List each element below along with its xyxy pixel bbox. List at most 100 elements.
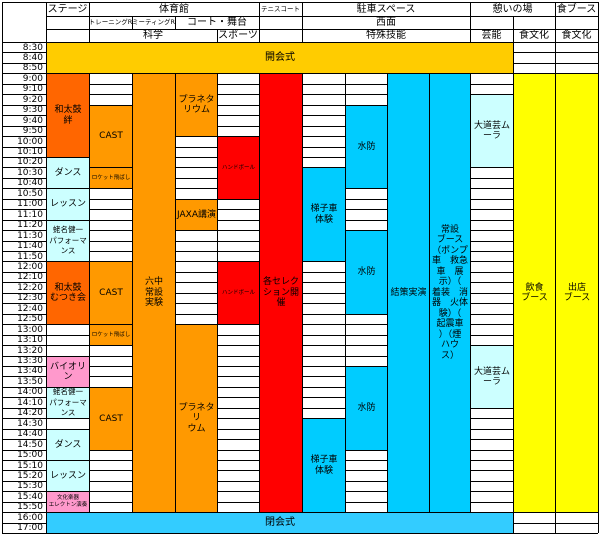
event-block: 和太鼓 むつき会 [46, 261, 90, 325]
event-block: CAST [89, 261, 133, 325]
event-label: 水防 [357, 403, 376, 414]
grid-line [89, 29, 90, 42]
grid-line [46, 16, 47, 29]
grid-line [470, 2, 471, 16]
time-label: 11:50 [17, 251, 43, 262]
header-rest-area: 憩いの場 [492, 3, 533, 15]
time-label: 11:30 [17, 230, 43, 241]
event-label: ロケット飛ばし [91, 331, 131, 338]
grid-line [2, 2, 3, 16]
event-label: ダンス [54, 439, 82, 450]
time-label: 11:00 [17, 199, 43, 210]
event-block: 和太鼓 絆 [46, 73, 90, 158]
event-block: 六中 常設 実験 [132, 73, 176, 513]
event-block: 出店 ブース [555, 73, 599, 513]
time-label: 9:30 [22, 105, 43, 116]
event-label: 和太鼓 絆 [54, 105, 90, 126]
event-label: プラネタ リウム [178, 94, 215, 116]
grid-line [132, 16, 133, 29]
header-tennis: テニスコート [261, 4, 300, 13]
grid-line [598, 2, 599, 16]
time-label: 9:10 [22, 84, 43, 95]
grid-line [46, 16, 598, 17]
event-block: ロケット飛ばし [89, 167, 133, 189]
header-food-culture-1: 食文化 [519, 30, 549, 41]
grid-line [2, 16, 3, 29]
grid-line [598, 16, 599, 29]
header-court-stage: コート・舞台 [187, 17, 247, 28]
time-label: 13:10 [17, 335, 43, 346]
time-label: 12:30 [17, 293, 43, 304]
event-block: レッスン [46, 460, 90, 492]
time-label: 15:00 [17, 450, 43, 461]
grid-line [470, 29, 471, 42]
grid-line [2, 2, 598, 3]
grid-line [598, 29, 599, 42]
header-training-room: トレーニングR [89, 18, 132, 26]
event-label: 大道芸ム ーラ [473, 366, 510, 388]
event-block: ダンス [46, 157, 90, 189]
grid-line [555, 29, 556, 42]
event-block: ダンス [46, 429, 90, 461]
time-label: 15:10 [17, 460, 43, 471]
time-label: 11:10 [17, 209, 43, 220]
grid-line [2, 42, 3, 534]
grid-line [302, 2, 303, 16]
header-stage: ステージ [47, 3, 88, 15]
header-performing-arts: 芸能 [481, 30, 502, 41]
grid-line [470, 16, 471, 29]
event-label: 結策実演 [390, 287, 427, 298]
time-label: 14:10 [17, 397, 43, 408]
time-label: 15:50 [17, 502, 43, 513]
header-science: 科学 [143, 30, 163, 41]
event-block: 大道芸ム ーラ [470, 94, 514, 168]
event-block: 結策実演 [387, 73, 430, 513]
event-label: 梯子車 体験 [310, 204, 338, 225]
event-block: 飲食 ブース [513, 73, 556, 513]
grid-line [175, 16, 176, 29]
time-label: 14:20 [17, 408, 43, 419]
time-label: 15:30 [17, 481, 43, 492]
header-special-skills: 特殊技能 [366, 30, 406, 41]
event-label: プラネタリ ウム [178, 402, 215, 434]
event-label: 開会式 [265, 51, 295, 63]
grid-line [2, 29, 3, 42]
event-block: 常設 ブース （ポンプ 車 救急 車 展 示）（ 着装 消 器 火体 験）（ 起… [429, 73, 471, 513]
event-label: 水防 [357, 141, 376, 152]
time-label: 13:50 [17, 376, 43, 387]
event-label: ロケット飛ばし [91, 174, 131, 181]
time-label: 13:30 [17, 356, 43, 366]
time-label: 12:50 [17, 314, 43, 325]
event-block: 蛯名健一 パフォーマ ンス [46, 387, 90, 419]
header-west-side: 西面 [376, 17, 396, 28]
time-label: 14:40 [17, 429, 43, 440]
grid-line [513, 16, 514, 29]
event-block: JAXA講演 [175, 199, 218, 231]
grid-line [302, 16, 303, 29]
event-block: 各セレク ション開 催 [259, 73, 303, 513]
time-label: 8:50 [22, 63, 43, 74]
time-label: 10:30 [17, 167, 43, 178]
event-block: 梯子車 体験 [302, 167, 346, 262]
event-block: ロケット飛ばし [89, 324, 133, 346]
event-label: JAXA講演 [177, 209, 216, 220]
time-label: 9:50 [22, 126, 43, 137]
header-gym: 体育館 [159, 3, 189, 15]
event-block: CAST [89, 387, 133, 451]
event-block: 梯子車 体験 [302, 418, 346, 513]
time-label: 14:30 [17, 418, 43, 429]
grid-line [513, 29, 514, 42]
event-label: 出店 ブース [563, 282, 591, 304]
time-label: 10:10 [17, 147, 43, 157]
header-parking: 駐車スペース [356, 3, 416, 15]
event-block: レッスン [46, 188, 90, 221]
grid-line [259, 16, 260, 29]
event-block: 蛯名健一 パフォーマ ンス [46, 220, 90, 262]
time-label: 13:20 [17, 345, 43, 356]
event-label: ダンス [54, 167, 82, 178]
time-label: 13:00 [17, 324, 43, 335]
time-label: 15:20 [17, 470, 43, 481]
time-label: 9:20 [22, 94, 43, 105]
event-label: CAST [99, 413, 123, 424]
